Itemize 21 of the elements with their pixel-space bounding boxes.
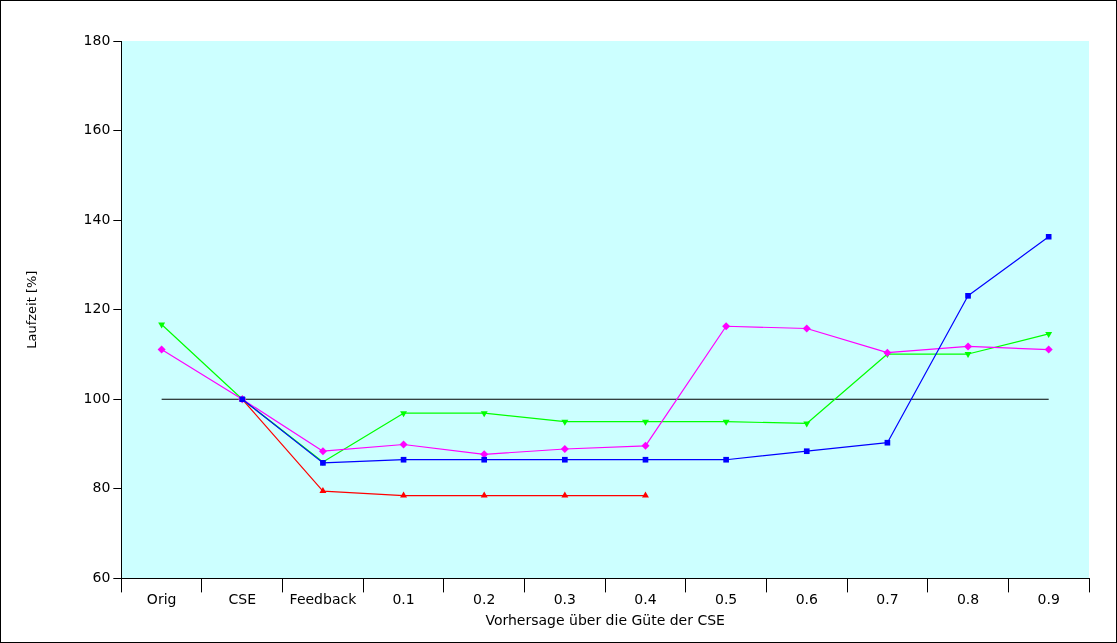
x-tick-label: 0.9: [1037, 591, 1060, 608]
y-tick-label: 100: [83, 389, 111, 406]
x-tick-label: 0.5: [714, 591, 738, 608]
x-tick-label: 0.2: [473, 591, 496, 608]
y-tick-label: 120: [83, 300, 111, 317]
x-tick-label: 0.8: [956, 591, 980, 608]
y-axis-title: Laufzeit [%]: [24, 270, 40, 349]
x-tick-label: 0.3: [553, 591, 576, 608]
x-tick-label: Feedback: [289, 591, 358, 608]
x-tick-label: 0.7: [876, 591, 899, 608]
y-tick-label: 180: [83, 31, 111, 48]
y-tick-label: 80: [92, 479, 111, 496]
y-tick-label: 160: [83, 121, 111, 138]
y-tick-label: 140: [83, 210, 111, 227]
y-tick-label: 60: [92, 569, 111, 586]
x-tick-label: 0.1: [392, 591, 415, 608]
x-tick-label: CSE: [228, 591, 257, 608]
x-tick-label: 0.4: [634, 591, 657, 608]
x-tick-label: Orig: [146, 591, 177, 608]
x-tick-label: 0.6: [795, 591, 818, 608]
x-axis-title: Vorhersage über die Güte der CSE: [485, 612, 725, 629]
